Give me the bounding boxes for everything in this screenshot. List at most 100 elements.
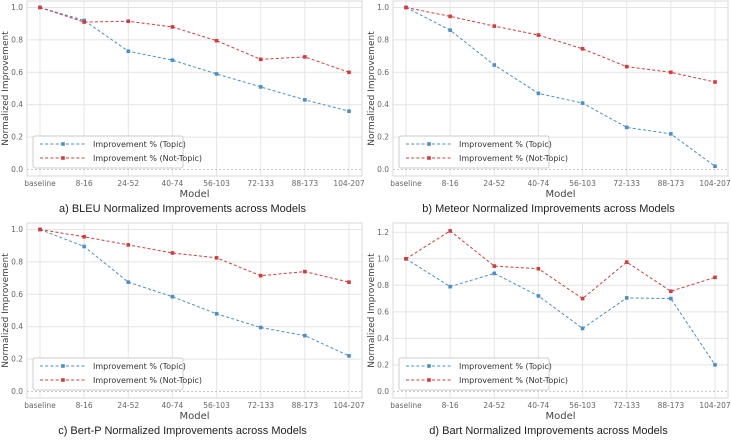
chart-cell-d: 0.0 0.2 0.4 0.6 0.8 1.0 1.2 baseline 8-16 24-52 40… xyxy=(366,222,731,443)
x-tick-label: 88-173 xyxy=(292,179,319,188)
y-tick-label: 0.2 xyxy=(11,133,23,142)
y-tick-label: 0.0 xyxy=(377,387,389,396)
series-markers-1 xyxy=(404,229,717,301)
x-tick-label: 88-173 xyxy=(658,179,685,188)
legend-label-1: Improvement % (Not-Topic) xyxy=(93,376,202,385)
chart-cell-b: 0.0 0.2 0.4 0.6 0.8 1.0 baseline 8-16 24-52 40-74… xyxy=(366,0,731,221)
x-axis-label: Model xyxy=(545,189,575,200)
x-tick-label: 88-173 xyxy=(292,401,319,410)
y-tick-label: 0.8 xyxy=(377,281,389,290)
chart-d-plot: 0.0 0.2 0.4 0.6 0.8 1.0 1.2 baseline 8-16 24-52 40… xyxy=(367,222,731,422)
x-tick-label: 8-16 xyxy=(76,179,93,188)
y-tick-label: 0.8 xyxy=(11,257,23,266)
legend-label-0: Improvement % (Topic) xyxy=(459,362,552,371)
x-tick-labels: baseline 8-16 24-52 40-74 56-103 72-133 88-173… xyxy=(24,401,365,410)
x-tick-label: 56-103 xyxy=(569,179,596,188)
legend-box xyxy=(398,135,550,169)
x-axis-label: Model xyxy=(179,411,209,422)
legend-label-0: Improvement % (Topic) xyxy=(93,140,186,149)
legend-marker-0 xyxy=(61,142,65,146)
y-tick-label: 1.0 xyxy=(11,3,23,12)
y-axis-label: Normalized Improvement xyxy=(1,31,11,146)
legend-marker-0 xyxy=(427,142,431,146)
series-line-0 xyxy=(39,229,350,357)
chart-b-plot: 0.0 0.2 0.4 0.6 0.8 1.0 baseline 8-16 24-52 40-74… xyxy=(367,0,731,200)
legend-marker-1 xyxy=(61,378,65,382)
y-tick-label: 1.0 xyxy=(377,254,389,263)
series-markers-1 xyxy=(404,5,717,84)
legend-label-0: Improvement % (Topic) xyxy=(459,140,552,149)
legend: Improvement % (Topic) Improvement % (Not-… xyxy=(398,357,568,391)
y-axis-label: Normalized Improvement xyxy=(367,31,377,146)
x-tick-label: 40-74 xyxy=(528,179,550,188)
y-tick-label: 1.2 xyxy=(377,228,389,237)
chart-b-title: b) Meteor Normalized Improvements across… xyxy=(422,203,675,215)
y-tick-labels: 0.0 0.2 0.4 0.6 0.8 1.0 xyxy=(11,225,23,396)
x-tick-label: 72-133 xyxy=(613,401,640,410)
x-tick-label: 104-207 xyxy=(333,401,365,410)
y-tick-label: 0.2 xyxy=(377,360,389,369)
chart-c-title: c) Bert-P Normalized Improvements across… xyxy=(58,425,307,437)
y-tick-labels: 0.0 0.2 0.4 0.6 0.8 1.0 xyxy=(377,3,389,174)
legend: Improvement % (Topic) Improvement % (Not-… xyxy=(32,357,202,391)
series-line-1 xyxy=(39,7,350,73)
legend-box xyxy=(398,357,550,391)
x-tick-label: 104-207 xyxy=(699,401,731,410)
chart-a-plot: 0.0 0.2 0.4 0.6 0.8 1.0 baseline 8-16 24-52 40-74… xyxy=(1,0,365,200)
x-tick-label: 24-52 xyxy=(117,401,139,410)
legend-marker-1 xyxy=(427,378,431,382)
chart-a-title: a) BLEU Normalized Improvements across M… xyxy=(59,203,306,215)
legend-label-0: Improvement % (Topic) xyxy=(93,362,186,371)
x-tick-label: 56-103 xyxy=(569,401,596,410)
x-tick-label: 72-133 xyxy=(247,401,274,410)
plot-border xyxy=(26,0,363,177)
series-markers-1 xyxy=(38,227,351,284)
y-tick-label: 0.6 xyxy=(377,307,389,316)
x-tick-label: baseline xyxy=(390,401,422,410)
x-tick-label: 56-103 xyxy=(203,401,230,410)
legend: Improvement % (Topic) Improvement % (Not-… xyxy=(32,135,202,169)
y-tick-label: 0.4 xyxy=(11,100,23,109)
chart-cell-c: 0.0 0.2 0.4 0.6 0.8 1.0 baseline 8-16 24-52 40-74… xyxy=(0,222,365,443)
chart-c-plot: 0.0 0.2 0.4 0.6 0.8 1.0 baseline 8-16 24-52 40-74… xyxy=(1,222,365,422)
x-tick-label: 72-133 xyxy=(247,179,274,188)
x-axis-label: Model xyxy=(545,411,575,422)
plot-border xyxy=(392,0,729,177)
y-tick-label: 0.4 xyxy=(11,322,23,331)
series-line-0 xyxy=(39,7,350,112)
x-tick-label: 8-16 xyxy=(442,179,459,188)
x-axis-label: Model xyxy=(179,189,209,200)
y-tick-label: 0.2 xyxy=(377,133,389,142)
x-tick-label: 40-74 xyxy=(528,401,550,410)
series-line-1 xyxy=(405,6,716,83)
x-tick-label: 72-133 xyxy=(613,179,640,188)
y-tick-labels: 0.0 0.2 0.4 0.6 0.8 1.0 xyxy=(11,3,23,174)
y-tick-label: 0.2 xyxy=(11,355,23,364)
x-tick-label: 24-52 xyxy=(117,179,139,188)
legend-box xyxy=(32,357,184,391)
y-tick-label: 0.8 xyxy=(377,35,389,44)
legend-box xyxy=(32,135,184,169)
chart-cell-a: 0.0 0.2 0.4 0.6 0.8 1.0 baseline 8-16 24-52 40-74… xyxy=(0,0,365,221)
legend-marker-1 xyxy=(61,156,65,160)
chart-d-title: d) Bart Normalized Improvements across M… xyxy=(429,425,668,437)
series-line-1 xyxy=(39,228,350,283)
x-tick-label: baseline xyxy=(390,179,422,188)
x-tick-label: 40-74 xyxy=(162,401,184,410)
x-tick-label: 56-103 xyxy=(203,179,230,188)
x-tick-label: 8-16 xyxy=(76,401,93,410)
x-tick-label: 104-207 xyxy=(699,179,731,188)
legend-marker-1 xyxy=(427,156,431,160)
x-tick-label: 40-74 xyxy=(162,179,184,188)
y-tick-label: 0.6 xyxy=(377,68,389,77)
y-tick-label: 0.0 xyxy=(377,165,389,174)
x-tick-label: 24-52 xyxy=(483,179,505,188)
y-axis-label: Normalized Improvement xyxy=(367,253,377,368)
x-tick-labels: baseline 8-16 24-52 40-74 56-103 72-133 88-173… xyxy=(390,179,731,188)
series-markers-1 xyxy=(38,5,351,75)
y-tick-label: 1.0 xyxy=(377,3,389,12)
x-tick-label: 88-173 xyxy=(658,401,685,410)
x-tick-labels: baseline 8-16 24-52 40-74 56-103 72-133 88-173… xyxy=(390,401,731,410)
y-tick-label: 0.6 xyxy=(11,290,23,299)
